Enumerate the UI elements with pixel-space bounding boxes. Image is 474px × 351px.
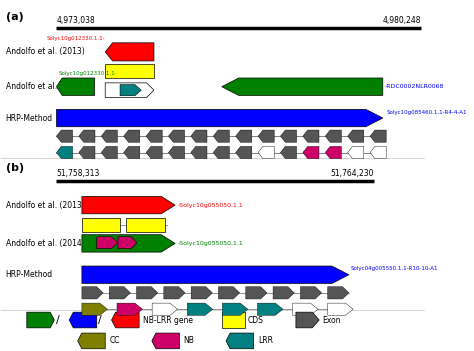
Bar <box>222 312 245 328</box>
Polygon shape <box>168 130 184 142</box>
Polygon shape <box>82 287 103 299</box>
Text: 4,973,038: 4,973,038 <box>56 16 95 25</box>
Text: /: / <box>55 315 59 325</box>
Polygon shape <box>146 146 162 159</box>
Text: CC: CC <box>109 336 120 345</box>
Polygon shape <box>56 130 73 142</box>
Polygon shape <box>101 130 118 142</box>
Bar <box>105 64 154 78</box>
Polygon shape <box>82 235 175 252</box>
Polygon shape <box>213 146 229 159</box>
Polygon shape <box>120 85 141 96</box>
Text: HRP-Method: HRP-Method <box>6 270 53 279</box>
Polygon shape <box>370 146 386 159</box>
Polygon shape <box>191 130 207 142</box>
Text: LRR: LRR <box>258 336 273 345</box>
Polygon shape <box>56 78 95 95</box>
Polygon shape <box>164 287 185 299</box>
Polygon shape <box>79 130 95 142</box>
Text: Andolfo et al. (2014): Andolfo et al. (2014) <box>6 82 84 91</box>
Polygon shape <box>325 130 341 142</box>
Text: Solyc04g005550.1.1-R10-10-A1: Solyc04g005550.1.1-R10-10-A1 <box>351 266 438 271</box>
Polygon shape <box>118 237 137 249</box>
Polygon shape <box>348 130 364 142</box>
Polygon shape <box>101 146 118 159</box>
Polygon shape <box>303 130 319 142</box>
Polygon shape <box>187 303 213 315</box>
Polygon shape <box>82 197 175 214</box>
Text: Andolfo et al. (2013): Andolfo et al. (2013) <box>6 47 84 57</box>
Polygon shape <box>117 303 143 315</box>
Polygon shape <box>56 146 73 159</box>
Text: -Solyc10g055050.1.1: -Solyc10g055050.1.1 <box>177 241 243 246</box>
Polygon shape <box>303 146 319 159</box>
Bar <box>82 218 120 232</box>
Text: Exon: Exon <box>323 316 341 325</box>
Polygon shape <box>124 130 140 142</box>
Polygon shape <box>82 303 107 315</box>
Polygon shape <box>219 287 240 299</box>
Polygon shape <box>27 312 55 328</box>
Polygon shape <box>152 333 179 349</box>
Polygon shape <box>69 312 97 328</box>
Polygon shape <box>146 130 162 142</box>
Polygon shape <box>78 333 105 349</box>
Text: NB-LRR gene: NB-LRR gene <box>143 316 193 325</box>
Polygon shape <box>301 287 321 299</box>
Polygon shape <box>370 130 386 142</box>
Polygon shape <box>328 303 353 315</box>
Polygon shape <box>281 130 297 142</box>
Polygon shape <box>246 287 267 299</box>
Text: Solyc10g085460.1.1-R4-4-A1: Solyc10g085460.1.1-R4-4-A1 <box>387 110 467 114</box>
Polygon shape <box>296 312 319 328</box>
Text: 4,980,248: 4,980,248 <box>383 16 421 25</box>
Polygon shape <box>328 287 349 299</box>
Text: NB: NB <box>183 336 194 345</box>
Polygon shape <box>222 303 248 315</box>
Polygon shape <box>292 303 318 315</box>
Polygon shape <box>258 130 274 142</box>
Polygon shape <box>168 146 184 159</box>
Polygon shape <box>236 130 252 142</box>
Text: (a): (a) <box>6 12 23 22</box>
Polygon shape <box>236 146 252 159</box>
Text: (b): (b) <box>6 163 24 173</box>
Polygon shape <box>257 303 283 315</box>
Polygon shape <box>281 146 297 159</box>
Text: -RDC0002NLR0068: -RDC0002NLR0068 <box>385 84 444 89</box>
Polygon shape <box>56 110 383 127</box>
Text: Solyc10g012330.1.1-: Solyc10g012330.1.1- <box>59 71 117 76</box>
Polygon shape <box>191 146 207 159</box>
Polygon shape <box>191 287 212 299</box>
Text: Andolfo et al. (2014): Andolfo et al. (2014) <box>6 239 84 248</box>
Text: -Solyc10g055050.1.1: -Solyc10g055050.1.1 <box>177 203 243 207</box>
Polygon shape <box>222 78 383 95</box>
Polygon shape <box>213 130 229 142</box>
Text: 51,758,313: 51,758,313 <box>56 169 100 178</box>
Bar <box>127 218 164 232</box>
Polygon shape <box>258 146 274 159</box>
Polygon shape <box>273 287 294 299</box>
Text: CDS: CDS <box>248 316 264 325</box>
Polygon shape <box>152 303 178 315</box>
Polygon shape <box>111 312 139 328</box>
Polygon shape <box>124 146 140 159</box>
Polygon shape <box>82 266 349 284</box>
Polygon shape <box>325 146 341 159</box>
Text: Andolfo et al. (2013): Andolfo et al. (2013) <box>6 201 84 210</box>
Polygon shape <box>348 146 364 159</box>
Text: 51,764,230: 51,764,230 <box>331 169 374 178</box>
Polygon shape <box>97 237 118 249</box>
Bar <box>82 236 158 250</box>
Polygon shape <box>105 43 154 61</box>
Polygon shape <box>226 333 254 349</box>
Text: /: / <box>98 315 102 325</box>
Polygon shape <box>79 146 95 159</box>
Text: Solyc10g012330.1.1-: Solyc10g012330.1.1- <box>46 36 105 41</box>
Polygon shape <box>105 83 154 98</box>
Text: HRP-Method: HRP-Method <box>6 113 53 122</box>
Polygon shape <box>137 287 158 299</box>
Polygon shape <box>109 287 130 299</box>
